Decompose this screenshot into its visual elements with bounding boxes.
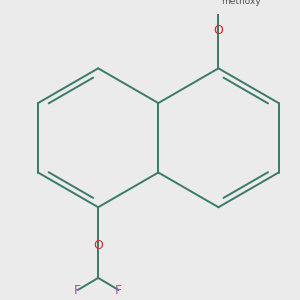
Text: F: F — [115, 284, 122, 296]
Text: O: O — [214, 24, 224, 37]
Text: F: F — [74, 284, 81, 296]
Text: methoxy: methoxy — [221, 0, 260, 6]
Text: O: O — [93, 239, 103, 252]
